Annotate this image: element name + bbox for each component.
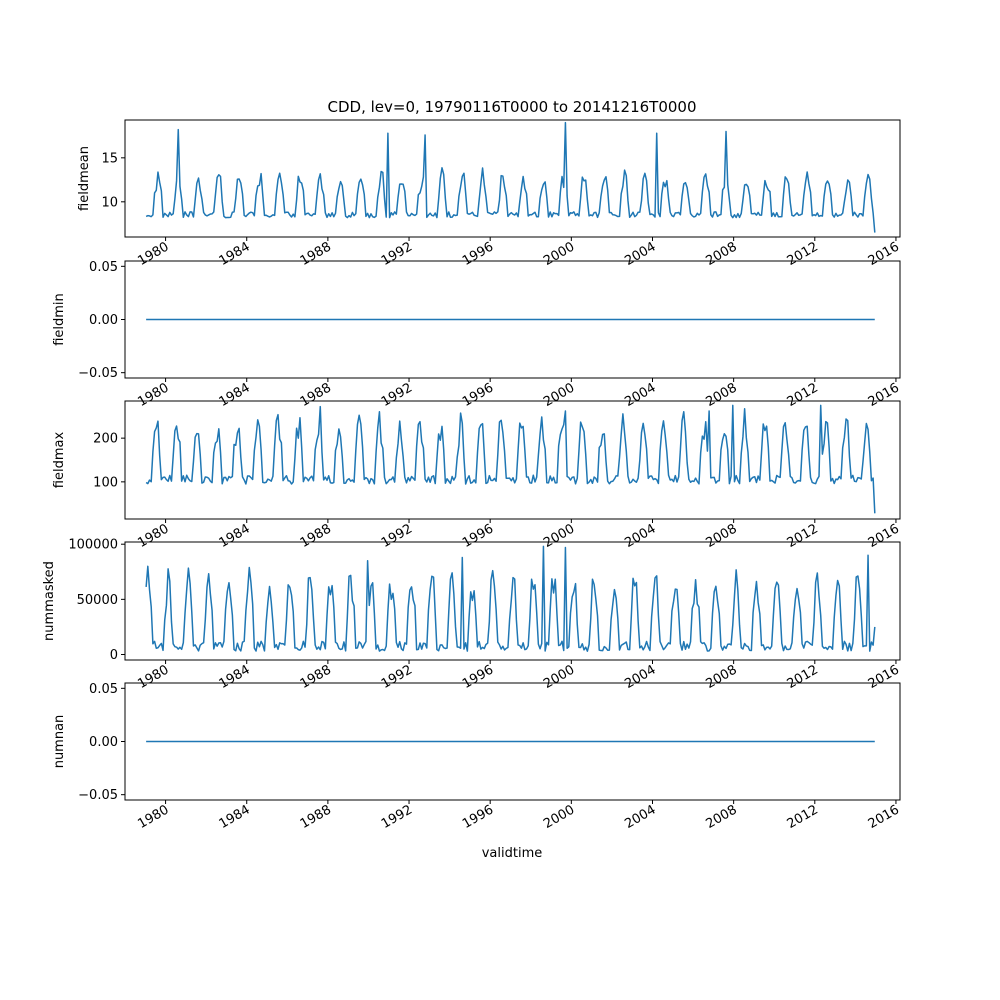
y-tick-label: 0 <box>110 648 118 663</box>
x-tick-label: 1996 <box>460 380 496 410</box>
panel-fieldmin: −0.05 0.00 0.05 fieldmin 1980 1984 1988 1992 199… <box>52 260 902 410</box>
x-tick-label: 2000 <box>541 239 577 269</box>
chart-title: CDD, lev=0, 19790116T0000 to 20141216T00… <box>328 98 697 116</box>
x-tick-label: 2004 <box>622 239 658 269</box>
x-tick-label: 2000 <box>541 521 577 551</box>
y-tick-label: 0.05 <box>89 682 118 697</box>
x-tick-label: 2012 <box>785 521 821 551</box>
y-tick-label: 15 <box>101 151 118 166</box>
x-tick-label: 2012 <box>785 380 821 410</box>
y-axis-label-fieldmean: fieldmean <box>77 146 92 211</box>
series-line-nummasked <box>145 545 876 652</box>
x-tick-label: 1996 <box>460 802 496 832</box>
x-tick-label: 1980 <box>135 802 171 832</box>
x-tick-label: 2000 <box>541 380 577 410</box>
x-tick-label: 1984 <box>217 521 253 551</box>
x-tick-label: 1984 <box>217 802 253 832</box>
x-tick-label: 1980 <box>135 662 171 692</box>
panel-fieldmean: 10 15 fieldmean 1980 1984 1988 1992 1996 2000 200… <box>77 119 902 269</box>
series-line-fieldmax <box>145 404 876 514</box>
panel-numnan: −0.05 0.00 0.05 numnan 1980 1984 1988 1992 1996 2… <box>52 682 902 832</box>
y-axis-label-numnan: numnan <box>52 715 67 769</box>
y-axis-label-nummasked: nummasked <box>42 561 57 641</box>
x-tick-label: 1984 <box>217 239 253 269</box>
y-tick-label: 100 <box>93 475 118 490</box>
x-tick-label: 1992 <box>379 662 415 692</box>
x-tick-label: 2008 <box>703 802 739 832</box>
x-tick-label: 2004 <box>622 662 658 692</box>
x-tick-label: 2008 <box>703 380 739 410</box>
panel-nummasked: 0 50000 100000 nummasked 1980 1984 1988 1992 199… <box>42 538 902 692</box>
y-tick-label: 0.00 <box>89 735 118 750</box>
x-tick-label: 1980 <box>135 380 171 410</box>
x-tick-label: 2004 <box>622 380 658 410</box>
x-tick-label: 1992 <box>379 239 415 269</box>
x-tick-label: 1996 <box>460 239 496 269</box>
x-tick-label: 2016 <box>866 662 902 692</box>
x-tick-label: 2016 <box>866 521 902 551</box>
x-tick-label: 2016 <box>866 380 902 410</box>
y-tick-label: 50000 <box>77 593 118 608</box>
y-axis-label-fieldmax: fieldmax <box>52 432 67 489</box>
axes-frame <box>124 541 901 661</box>
x-tick-label: 1988 <box>298 380 334 410</box>
x-tick-label: 1992 <box>379 802 415 832</box>
x-tick-label: 2004 <box>622 521 658 551</box>
x-tick-label: 2004 <box>622 802 658 832</box>
x-tick-label: 1988 <box>298 239 334 269</box>
x-tick-label: 2012 <box>785 662 821 692</box>
x-tick-label: 2008 <box>703 521 739 551</box>
x-tick-label: 1984 <box>217 662 253 692</box>
x-tick-label: 1996 <box>460 662 496 692</box>
x-tick-label: 2016 <box>866 802 902 832</box>
x-tick-label: 2016 <box>866 239 902 269</box>
y-tick-label: −0.05 <box>78 366 118 381</box>
y-axis-label-fieldmin: fieldmin <box>52 293 67 346</box>
axes-frame <box>124 400 901 520</box>
y-tick-label: 10 <box>101 195 118 210</box>
x-tick-label: 1988 <box>298 802 334 832</box>
x-tick-label: 2008 <box>703 662 739 692</box>
x-tick-label: 1988 <box>298 521 334 551</box>
x-axis-label: validtime <box>482 846 543 861</box>
axes-frame <box>124 119 901 238</box>
x-tick-label: 1988 <box>298 662 334 692</box>
x-tick-label: 1980 <box>135 521 171 551</box>
series-line-fieldmean <box>145 121 876 233</box>
x-tick-label: 1992 <box>379 521 415 551</box>
x-tick-label: 2000 <box>541 662 577 692</box>
y-tick-label: −0.05 <box>78 788 118 803</box>
x-tick-label: 2000 <box>541 802 577 832</box>
x-tick-label: 1984 <box>217 380 253 410</box>
x-tick-label: 1992 <box>379 380 415 410</box>
y-tick-label: 0.00 <box>89 313 118 328</box>
x-tick-label: 1996 <box>460 521 496 551</box>
panel-fieldmax: 100 200 fieldmax 1980 1984 1988 1992 1996 2000 20… <box>52 400 902 551</box>
x-tick-label: 2012 <box>785 802 821 832</box>
x-tick-label: 2012 <box>785 239 821 269</box>
y-tick-label: 100000 <box>68 538 118 553</box>
y-tick-label: 200 <box>93 432 118 447</box>
y-tick-label: 0.05 <box>89 260 118 275</box>
x-tick-label: 2008 <box>703 239 739 269</box>
x-tick-label: 1980 <box>135 239 171 269</box>
